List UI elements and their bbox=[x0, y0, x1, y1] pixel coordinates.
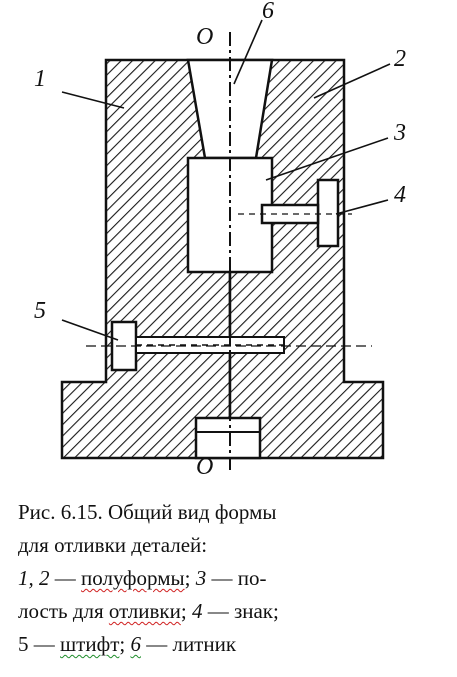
legend-text-3: — по- bbox=[206, 566, 267, 590]
core-print-4 bbox=[316, 178, 340, 248]
caption-legend-line-1: 1, 2 — полуформы; 3 — по- bbox=[18, 562, 450, 595]
legend-text-3-cont: лость для bbox=[18, 599, 109, 623]
axis-label-top: O bbox=[196, 24, 213, 50]
legend-num-4: 4 bbox=[191, 599, 203, 623]
callout-4: 4 bbox=[394, 182, 406, 208]
legend-sep-1-2: ; bbox=[184, 566, 191, 590]
legend-num-3: 3 bbox=[195, 566, 207, 590]
callout-6: 6 bbox=[262, 0, 274, 24]
legend-text-6: — литник bbox=[140, 632, 237, 656]
legend-sep-5: ; bbox=[119, 632, 131, 656]
legend-text-4: — знак; bbox=[202, 599, 279, 623]
caption-legend-line-2: лость для отливки; 4 — знак; bbox=[18, 595, 450, 628]
legend-dash-1-2: — bbox=[49, 566, 81, 590]
axis-label-bottom: O bbox=[196, 454, 213, 480]
callout-1: 1 bbox=[34, 66, 46, 92]
leader-4 bbox=[335, 199, 389, 215]
callout-5: 5 bbox=[34, 298, 46, 324]
leader-1 bbox=[61, 91, 125, 109]
figure-caption: Рис. 6.15. Общий вид формы для отливки д… bbox=[18, 496, 450, 661]
legend-word-half-molds: полуформы bbox=[81, 566, 185, 590]
bottom-slot bbox=[194, 416, 262, 460]
legend-num-5: 5 bbox=[18, 632, 29, 656]
callout-2: 2 bbox=[394, 46, 406, 72]
mold-diagram: O O 1 2 3 4 5 6 bbox=[34, 0, 406, 480]
caption-title-line-2: для отливки деталей: bbox=[18, 533, 208, 557]
leader-5 bbox=[61, 319, 119, 341]
leader-2 bbox=[313, 63, 391, 99]
caption-legend-line-3: 5 — штифт; 6 — литник bbox=[18, 628, 450, 661]
legend-sep-3: ; bbox=[180, 599, 192, 623]
legend-word-casting: отливки bbox=[108, 599, 181, 623]
legend-num-1-2: 1, 2 bbox=[18, 566, 50, 590]
callout-3: 3 bbox=[393, 120, 406, 146]
legend-num-6: 6 bbox=[130, 632, 141, 656]
leader-6 bbox=[233, 19, 263, 85]
legend-dash-5: — bbox=[28, 632, 60, 656]
legend-word-pin: штифт bbox=[60, 632, 120, 656]
caption-title-line-1: Рис. 6.15. Общий вид формы bbox=[18, 500, 277, 524]
leader-3 bbox=[265, 137, 389, 181]
